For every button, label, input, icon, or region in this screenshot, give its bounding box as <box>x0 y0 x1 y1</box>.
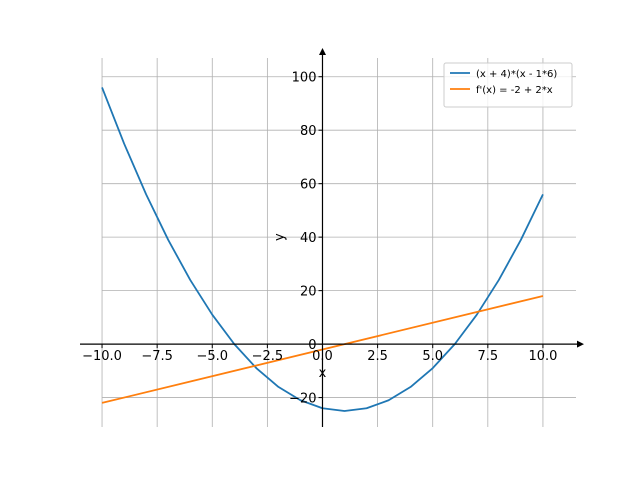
x-axis-arrow <box>577 340 584 348</box>
y-axis-label: y <box>272 233 287 241</box>
x-tick-label: −5.0 <box>196 349 228 364</box>
legend-label-0: (x + 4)*(x - 1*6) <box>476 69 557 80</box>
tick-labels: −10.0 −7.5 −5.0 −2.5 0.0 2.5 5.0 7.5 10.0 −20 0 20 4… <box>82 71 557 407</box>
y-tick-label: 60 <box>300 178 317 193</box>
x-tick-label: −7.5 <box>141 349 173 364</box>
y-tick-label: 40 <box>300 231 317 246</box>
y-tick-label: 0 <box>308 338 316 353</box>
y-tick-label: 20 <box>300 285 317 300</box>
y-tick-label: 100 <box>292 71 317 86</box>
x-tick-label: −10.0 <box>82 349 122 364</box>
legend: (x + 4)*(x - 1*6) f'(x) = -2 + 2*x <box>443 62 573 108</box>
x-tick-label: 2.5 <box>367 349 388 364</box>
legend-box <box>443 62 573 108</box>
y-tick-label: −20 <box>289 392 316 407</box>
x-tick-label: 7.5 <box>477 349 498 364</box>
y-tick-label: 80 <box>300 124 317 139</box>
x-tick-label: 5.0 <box>422 349 443 364</box>
y-axis-arrow <box>318 48 326 55</box>
x-tick-label: −2.5 <box>252 349 284 364</box>
x-tick-label: 10.0 <box>528 349 557 364</box>
legend-label-1: f'(x) = -2 + 2*x <box>476 85 553 96</box>
grid <box>101 58 576 427</box>
x-tick-label: 0.0 <box>312 349 333 364</box>
x-axis-label: x <box>319 366 327 381</box>
axes <box>80 48 584 427</box>
